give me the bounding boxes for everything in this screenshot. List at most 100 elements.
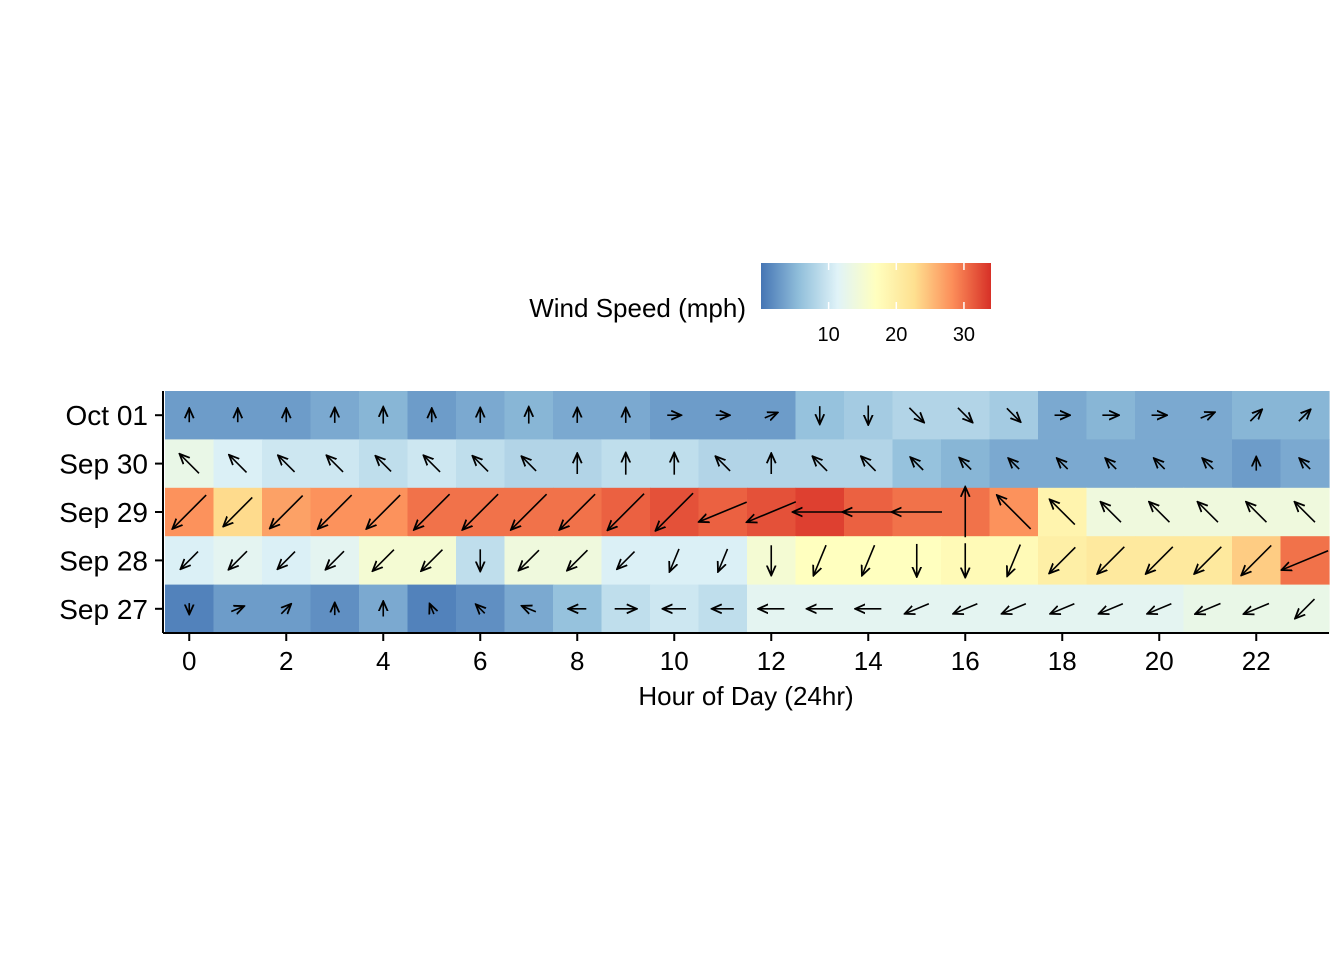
wind-direction-arrows: [172, 405, 1329, 618]
y-axis-ticks: Oct 01 Sep 30 Sep 29 Sep 28 Sep 27: [59, 400, 163, 625]
x-tick-label: 10: [660, 646, 689, 676]
wind-arrow: [699, 501, 748, 522]
wind-arrow: [270, 495, 304, 529]
wind-arrow: [421, 549, 444, 571]
heatmap-cells: [165, 391, 1330, 634]
wind-arrow: [366, 494, 401, 529]
wind-arrow: [607, 493, 645, 531]
wind-arrow: [430, 604, 434, 614]
wind-arrow: [228, 550, 248, 570]
wind-arrow: [862, 544, 876, 575]
wind-arrow: [462, 493, 499, 530]
x-axis-ticks: 0 2 4 6 8 10 12 14 16 18 20 22: [182, 633, 1271, 676]
wind-arrow: [764, 413, 778, 418]
x-tick-label: 8: [570, 646, 584, 676]
y-tick-label: Sep 30: [59, 449, 148, 480]
wind-arrow: [278, 455, 296, 473]
wind-arrow: [1195, 602, 1221, 615]
legend-tick-label: 20: [885, 324, 907, 346]
wind-arrow: [1105, 458, 1117, 470]
wind-arrow: [229, 455, 248, 473]
wind-arrow: [1057, 458, 1069, 470]
x-axis-label: Hour of Day (24hr): [638, 681, 853, 711]
wind-arrow: [1101, 502, 1122, 523]
wind-arrow: [180, 551, 199, 570]
wind-arrow: [559, 493, 596, 530]
wind-arrow: [423, 455, 441, 473]
wind-arrow: [180, 454, 200, 474]
wind-arrow: [521, 456, 537, 472]
axes: 0 2 4 6 8 10 12 14 16 18 20 22 Oct 01 Sep 30 Sep 29 Se…: [59, 391, 1329, 711]
wind-arrow: [511, 493, 548, 530]
x-tick-label: 12: [757, 646, 786, 676]
x-tick-label: 22: [1242, 646, 1271, 676]
wind-arrow: [617, 551, 636, 570]
x-tick-label: 16: [951, 646, 980, 676]
legend-tick-label: 30: [953, 324, 975, 346]
wind-arrow: [1002, 603, 1027, 614]
legend-tick-label: 10: [818, 324, 840, 346]
wind-arrow: [1295, 502, 1316, 523]
wind-arrow: [223, 496, 253, 526]
wind-arrow: [172, 494, 207, 529]
wind-arrow: [522, 606, 537, 612]
wind-arrow: [318, 494, 353, 529]
wind-arrow: [1295, 598, 1316, 618]
wind-arrow: [861, 456, 877, 472]
wind-arrow: [908, 407, 924, 423]
y-tick-label: Sep 27: [59, 594, 148, 625]
wind-arrow: [957, 407, 973, 423]
x-tick-label: 20: [1145, 646, 1174, 676]
wind-arrow: [910, 457, 924, 471]
wind-arrow: [812, 456, 828, 472]
wind-arrow: [1198, 502, 1219, 523]
wind-arrow: [472, 456, 489, 472]
wind-arrow: [325, 550, 345, 570]
wind-arrow: [1147, 603, 1172, 614]
y-tick-label: Sep 29: [59, 497, 148, 528]
wind-arrow: [905, 603, 930, 614]
x-tick-label: 18: [1048, 646, 1077, 676]
wind-arrow: [1246, 502, 1268, 523]
wind-arrow: [1050, 603, 1075, 614]
legend-color-bar: [761, 263, 991, 309]
legend-ticks: 10 20 30: [818, 263, 975, 346]
wind-arrow: [715, 456, 731, 472]
wind-arrow: [1146, 546, 1174, 574]
wind-arrow: [1241, 544, 1272, 575]
wind-arrow: [1050, 499, 1076, 526]
wind-arrow: [1007, 544, 1022, 577]
color-legend: Wind Speed (mph) 10 20 30: [529, 263, 991, 346]
wind-arrow: [1194, 546, 1222, 574]
legend-title: Wind Speed (mph): [529, 293, 746, 323]
wind-arrow: [230, 606, 244, 611]
y-tick-label: Oct 01: [66, 400, 148, 431]
wind-arrow: [375, 456, 392, 472]
wind-arrow: [519, 549, 540, 570]
wind-arrow: [959, 458, 972, 471]
wind-arrow: [373, 549, 395, 571]
wind-arrow: [1299, 458, 1311, 470]
wind-arrow: [997, 495, 1032, 530]
wind-arrow: [1149, 502, 1171, 523]
wind-arrow: [1244, 602, 1270, 615]
wind-arrow: [1202, 458, 1214, 470]
wind-arrow: [1298, 409, 1311, 422]
wind-arrow: [326, 455, 344, 473]
wind-arrow: [1154, 458, 1166, 470]
wind-arrow: [1097, 546, 1125, 574]
wind-arrow: [747, 501, 797, 522]
wind-arrow: [813, 544, 827, 575]
wind-arrow: [1281, 549, 1329, 570]
wind-arrow: [669, 548, 680, 572]
wind-arrow: [1006, 407, 1021, 422]
wind-arrow: [1200, 412, 1215, 418]
x-tick-label: 14: [854, 646, 883, 676]
wind-arrow: [281, 604, 291, 614]
wind-arrow: [655, 492, 694, 531]
wind-arrow: [1008, 458, 1020, 470]
wind-arrow: [1049, 546, 1076, 573]
x-tick-label: 4: [376, 646, 390, 676]
wind-arrow: [1249, 409, 1262, 422]
y-tick-label: Sep 28: [59, 545, 148, 576]
